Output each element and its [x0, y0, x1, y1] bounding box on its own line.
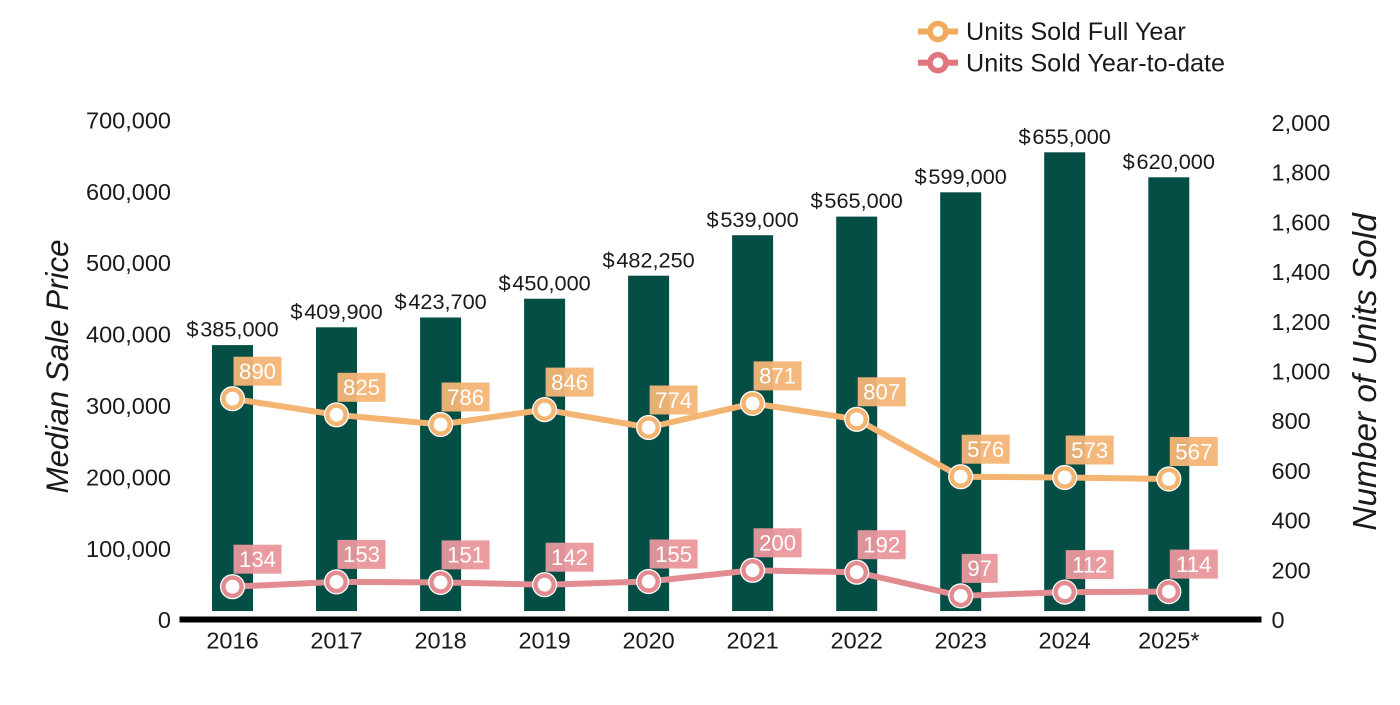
svg-text:$ 565,000: $ 565,000 [811, 188, 903, 213]
svg-text:100,000: 100,000 [86, 536, 171, 562]
svg-text:2023: 2023 [935, 628, 987, 654]
svg-text:200,000: 200,000 [86, 464, 171, 490]
svg-text:$ 482,250: $ 482,250 [602, 247, 694, 272]
svg-text:Units Sold Full Year: Units Sold Full Year [966, 18, 1186, 46]
svg-text:142: 142 [551, 545, 588, 570]
svg-text:114: 114 [1176, 552, 1211, 577]
svg-text:153: 153 [343, 542, 380, 567]
svg-text:200: 200 [1272, 558, 1311, 584]
svg-text:2,000: 2,000 [1272, 110, 1331, 136]
svg-text:2017: 2017 [310, 628, 362, 654]
svg-text:200: 200 [759, 531, 796, 556]
svg-text:$ 539,000: $ 539,000 [706, 207, 798, 232]
svg-text:$ 409,900: $ 409,900 [290, 299, 382, 324]
svg-text:$ 450,000: $ 450,000 [498, 270, 590, 295]
svg-text:500,000: 500,000 [86, 250, 171, 276]
svg-text:573: 573 [1071, 438, 1108, 463]
svg-text:890: 890 [239, 359, 276, 384]
svg-text:1,800: 1,800 [1272, 160, 1331, 186]
svg-text:807: 807 [863, 380, 900, 405]
svg-text:Units Sold Year-to-date: Units Sold Year-to-date [966, 49, 1225, 77]
svg-text:134: 134 [239, 547, 276, 572]
svg-text:567: 567 [1175, 439, 1212, 464]
svg-text:0: 0 [158, 607, 171, 633]
svg-text:Number of Units Sold: Number of Units Sold [1347, 212, 1384, 531]
svg-text:$ 423,700: $ 423,700 [394, 289, 486, 314]
svg-text:Median Sale Price: Median Sale Price [40, 240, 75, 494]
svg-text:774: 774 [655, 388, 692, 413]
svg-text:2020: 2020 [622, 628, 674, 654]
svg-text:600,000: 600,000 [86, 179, 171, 205]
svg-text:846: 846 [551, 370, 588, 395]
svg-text:825: 825 [343, 375, 380, 400]
svg-text:800: 800 [1272, 408, 1311, 434]
svg-text:576: 576 [967, 437, 1004, 462]
svg-text:151: 151 [447, 543, 484, 568]
svg-text:2022: 2022 [831, 628, 883, 654]
svg-text:871: 871 [759, 364, 796, 389]
svg-text:2024: 2024 [1039, 628, 1091, 654]
svg-text:97: 97 [967, 556, 992, 581]
svg-text:786: 786 [447, 385, 484, 410]
svg-text:112: 112 [1072, 552, 1107, 577]
svg-text:1,600: 1,600 [1272, 209, 1331, 235]
svg-text:2019: 2019 [518, 628, 570, 654]
svg-text:192: 192 [863, 533, 900, 558]
svg-text:700,000: 700,000 [86, 107, 171, 133]
svg-text:400: 400 [1272, 508, 1311, 534]
svg-text:1,400: 1,400 [1272, 259, 1331, 285]
svg-text:155: 155 [655, 542, 692, 567]
svg-text:400,000: 400,000 [86, 322, 171, 348]
svg-text:2025*: 2025* [1138, 628, 1199, 654]
svg-text:2016: 2016 [206, 628, 258, 654]
svg-text:2018: 2018 [414, 628, 466, 654]
svg-text:600: 600 [1272, 458, 1311, 484]
svg-text:1,200: 1,200 [1272, 309, 1331, 335]
svg-text:0: 0 [1272, 607, 1285, 633]
svg-text:1,000: 1,000 [1272, 359, 1331, 385]
svg-text:300,000: 300,000 [86, 393, 171, 419]
svg-text:2021: 2021 [726, 628, 778, 654]
svg-text:$ 599,000: $ 599,000 [915, 164, 1007, 189]
svg-text:$ 620,000: $ 620,000 [1123, 149, 1215, 174]
svg-text:$ 655,000: $ 655,000 [1019, 124, 1111, 149]
svg-text:$ 385,000: $ 385,000 [186, 317, 278, 342]
